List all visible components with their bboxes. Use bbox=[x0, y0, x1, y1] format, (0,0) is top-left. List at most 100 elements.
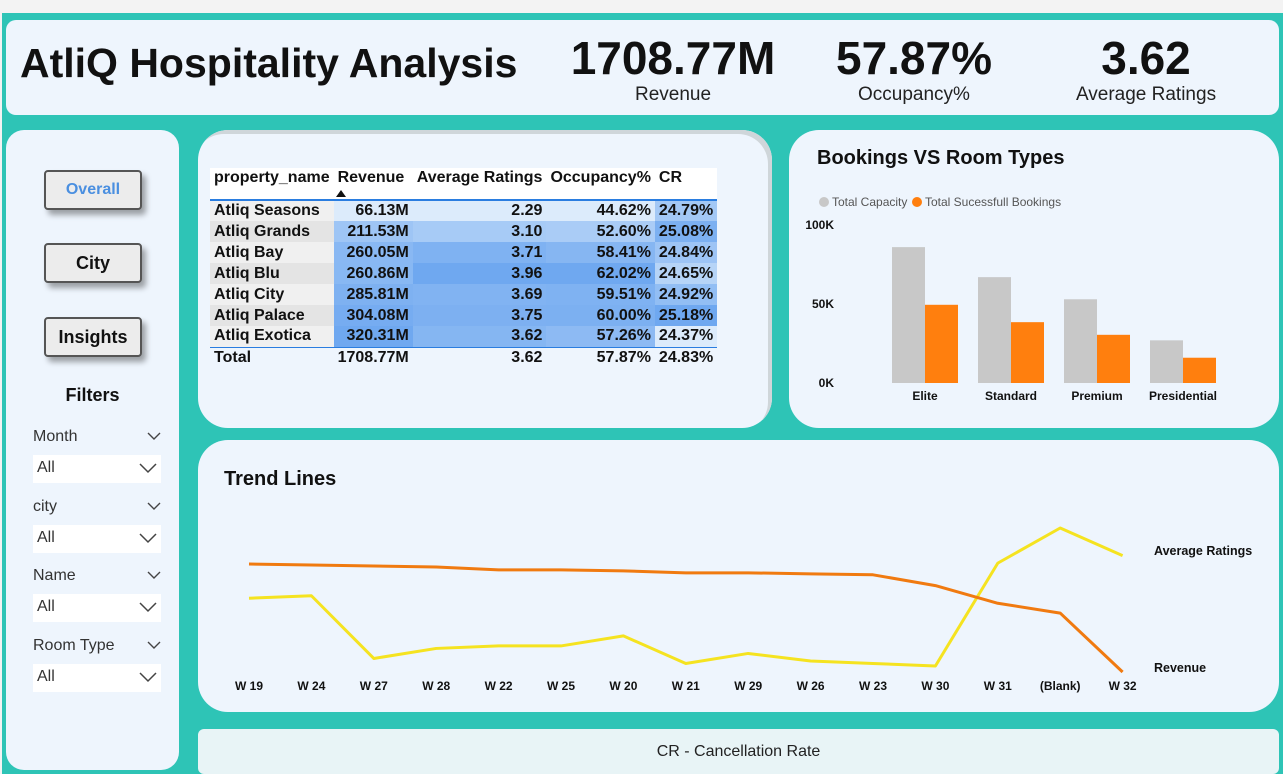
average-ratings-cell: 3.10 bbox=[412, 221, 547, 242]
average-ratings-cell: 3.62 bbox=[412, 326, 547, 347]
property-name-cell: Atliq Bay bbox=[210, 242, 334, 263]
revenue-line bbox=[248, 562, 1124, 674]
header-card: AtliQ Hospitality Analysis 1708.77M Reve… bbox=[6, 20, 1279, 115]
cr-cell: 24.92% bbox=[654, 284, 718, 305]
table-row[interactable]: Atliq Grands 211.53M 3.10 52.60% 25.08% bbox=[210, 221, 718, 242]
dashboard-canvas: AtliQ Hospitality Analysis 1708.77M Reve… bbox=[2, 13, 1283, 774]
total-cr-cell: 24.83% bbox=[654, 346, 718, 368]
filter-month-select[interactable]: All bbox=[33, 455, 161, 483]
filter-label: Name bbox=[33, 567, 76, 584]
filter-room-type-header[interactable]: Room Type bbox=[33, 637, 161, 655]
filter-name-header[interactable]: Name bbox=[33, 567, 161, 585]
x-tick-label: (Blank) bbox=[1040, 679, 1081, 693]
chevron-down-icon[interactable] bbox=[139, 668, 157, 691]
occupancy-cell: 57.26% bbox=[546, 326, 655, 347]
x-tick-label: Premium bbox=[1071, 389, 1122, 403]
column-header-label: Revenue bbox=[337, 169, 405, 186]
column-header-property-name[interactable]: property_name bbox=[210, 168, 334, 200]
page-title: AtliQ Hospitality Analysis bbox=[20, 40, 518, 86]
total-revenue-cell: 1708.77M bbox=[333, 346, 413, 368]
chevron-down-icon[interactable] bbox=[147, 637, 161, 658]
sidebar: Overall City Insights Filters Month All … bbox=[6, 130, 179, 770]
property-name-cell: Atliq Grands bbox=[210, 221, 334, 242]
chevron-down-icon[interactable] bbox=[139, 529, 157, 552]
kpi-label: Average Ratings bbox=[1075, 84, 1217, 106]
x-tick-label: W 31 bbox=[984, 679, 1012, 693]
legend-label: Total Capacity bbox=[832, 195, 907, 209]
cr-cell: 25.08% bbox=[654, 221, 718, 242]
table-row[interactable]: Atliq Palace 304.08M 3.75 60.00% 25.18% bbox=[210, 305, 718, 326]
property-name-cell: Atliq Seasons bbox=[210, 200, 334, 221]
table-row[interactable]: Atliq Bay 260.05M 3.71 58.41% 24.84% bbox=[210, 242, 718, 263]
property-name-cell: Atliq Exotica bbox=[210, 326, 334, 347]
kpi-revenue: 1708.77M Revenue bbox=[563, 34, 783, 106]
kpi-value: 57.87% bbox=[835, 32, 992, 84]
occupancy-cell: 52.60% bbox=[546, 221, 655, 242]
filter-city-header[interactable]: city bbox=[33, 498, 161, 516]
chevron-down-icon[interactable] bbox=[139, 459, 157, 482]
column-header-average-ratings[interactable]: Average Ratings bbox=[412, 168, 547, 200]
occupancy-cell: 62.02% bbox=[546, 263, 655, 284]
series-label-average-ratings: Average Ratings bbox=[1154, 544, 1252, 558]
bookings-chart: Total Capacity Total Sucessfull Bookings 0… bbox=[805, 195, 1217, 403]
city-button[interactable]: City bbox=[44, 243, 142, 283]
table-row[interactable]: Atliq City 285.81M 3.69 59.51% 24.92% bbox=[210, 284, 718, 305]
sort-ascending-icon[interactable] bbox=[335, 190, 346, 197]
legend-label: Total Sucessfull Bookings bbox=[925, 195, 1061, 209]
revenue-cell: 211.53M bbox=[333, 221, 413, 242]
table-header-row: property_name Revenue Average Ratings Oc… bbox=[210, 168, 718, 200]
kpi-label: Occupancy% bbox=[858, 84, 970, 106]
revenue-cell: 260.05M bbox=[333, 242, 413, 263]
bar bbox=[978, 277, 1011, 383]
average-ratings-cell: 3.69 bbox=[412, 284, 547, 305]
x-tick-label: W 21 bbox=[672, 679, 700, 693]
filter-name-select[interactable]: All bbox=[33, 594, 161, 622]
x-tick-label: W 25 bbox=[547, 679, 575, 693]
column-header-revenue[interactable]: Revenue bbox=[333, 168, 413, 200]
bar bbox=[1011, 322, 1044, 383]
x-tick-label: W 27 bbox=[360, 679, 388, 693]
bar bbox=[1097, 334, 1130, 383]
filters-title: Filters bbox=[65, 385, 120, 405]
cr-cell: 24.37% bbox=[654, 326, 718, 347]
kpi-value: 3.62 bbox=[1101, 32, 1191, 84]
filter-city-select[interactable]: All bbox=[33, 525, 161, 553]
filter-label: Room Type bbox=[33, 637, 115, 654]
table-row[interactable]: Atliq Seasons 66.13M 2.29 44.62% 24.79% bbox=[210, 200, 718, 221]
filter-month-header[interactable]: Month bbox=[33, 428, 161, 446]
insights-button[interactable]: Insights bbox=[44, 317, 142, 357]
chevron-down-icon[interactable] bbox=[147, 428, 161, 449]
bar bbox=[1150, 340, 1183, 383]
total-property-name-cell: Total bbox=[210, 346, 334, 368]
filter-room-type-select[interactable]: All bbox=[33, 664, 161, 692]
series-label-revenue: Revenue bbox=[1154, 661, 1206, 675]
overall-button[interactable]: Overall bbox=[44, 170, 142, 210]
table-row[interactable]: Atliq Blu 260.86M 3.96 62.02% 24.65% bbox=[210, 263, 718, 284]
cr-cell: 25.18% bbox=[654, 305, 718, 326]
y-tick-label: 50K bbox=[812, 297, 834, 311]
revenue-cell: 66.13M bbox=[333, 200, 413, 221]
bar bbox=[925, 304, 958, 383]
legend-marker bbox=[819, 197, 829, 207]
chevron-down-icon[interactable] bbox=[147, 498, 161, 519]
average-ratings-cell: 3.75 bbox=[412, 305, 547, 326]
table-row[interactable]: Atliq Exotica 320.31M 3.62 57.26% 24.37% bbox=[210, 326, 718, 347]
filter-label: city bbox=[33, 498, 57, 515]
x-tick-label: W 19 bbox=[235, 679, 263, 693]
column-header-cr[interactable]: CR bbox=[654, 168, 718, 200]
occupancy-cell: 58.41% bbox=[546, 242, 655, 263]
x-tick-label: W 24 bbox=[297, 679, 325, 693]
kpi-occupancy: 57.87% Occupancy% bbox=[814, 34, 1014, 106]
y-tick-label: 100K bbox=[805, 218, 834, 232]
column-header-occupancy[interactable]: Occupancy% bbox=[546, 168, 655, 200]
filter-label: Month bbox=[33, 428, 78, 445]
x-tick-label: W 30 bbox=[921, 679, 949, 693]
occupancy-cell: 59.51% bbox=[546, 284, 655, 305]
average-ratings-cell: 2.29 bbox=[412, 200, 547, 221]
chevron-down-icon[interactable] bbox=[139, 598, 157, 621]
footer-note: CR - Cancellation Rate bbox=[198, 729, 1279, 774]
x-tick-label: W 32 bbox=[1109, 679, 1137, 693]
chevron-down-icon[interactable] bbox=[147, 567, 161, 588]
filter-value: All bbox=[37, 459, 55, 476]
kpi-value: 1708.77M bbox=[570, 32, 776, 84]
